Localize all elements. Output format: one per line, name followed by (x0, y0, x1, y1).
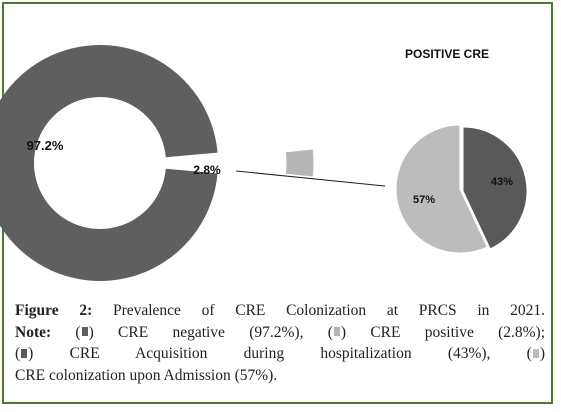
paren: ( (526, 345, 532, 362)
caption-line-3: () CRE Acquisition during hospitalizatio… (15, 343, 545, 365)
donut-slice-positive-group (284, 148, 315, 178)
acquisition-legend-text: CRE Acquisition during hospitalization (… (69, 345, 491, 362)
positive-cre-pie-chart: 43% 57% (395, 124, 528, 254)
donut-label-negative: 97.2% (27, 138, 64, 153)
pie-title: POSITIVE CRE (405, 47, 489, 61)
paren: ) (340, 323, 347, 341)
positive-legend-text: CRE positive (2.8%); (370, 323, 545, 341)
paren: ( (327, 323, 333, 341)
paren: ( (75, 323, 81, 341)
figure-label: Figure 2: (15, 302, 93, 319)
paren: ) (539, 345, 546, 362)
note-label: Note: (15, 323, 52, 341)
admission-legend-text: CRE colonization upon Admission (57%). (15, 366, 278, 384)
negative-legend-text: CRE negative (97.2%), (118, 323, 304, 341)
donut-slice-positive (284, 148, 315, 178)
paren: ( (15, 345, 21, 362)
caption-line-4: CRE colonization upon Admission (57%). (15, 365, 545, 387)
caption-line-2: Note: () CRE negative (97.2%), () CRE po… (15, 322, 545, 344)
connector-line (235, 170, 386, 187)
caption-line-1: Figure 2: Prevalence of CRE Colonization… (15, 300, 545, 322)
paren: ) (88, 323, 94, 341)
negative-legend-swatch (81, 327, 88, 337)
donut-chart: 97.2% 2.8% (0, 45, 315, 281)
pie-slice-admission (395, 124, 488, 254)
admission-legend-swatch (532, 348, 539, 358)
acquisition-legend-swatch (21, 348, 28, 358)
pie-slice-acquisition (462, 126, 528, 250)
figure-title: Prevalence of CRE Colonization at PRCS i… (92, 302, 545, 319)
positive-legend-swatch (333, 327, 340, 337)
pie-label-admission: 57% (413, 194, 435, 206)
paren: ) (28, 345, 34, 362)
pie-label-acquisition: 43% (491, 176, 513, 188)
donut-label-positive: 2.8% (193, 163, 221, 177)
figure-charts: 97.2% 2.8% 43% 57% POSITIVE CRE (0, 45, 528, 281)
donut-slice-negative (0, 45, 218, 281)
figure-caption: Figure 2: Prevalence of CRE Colonization… (15, 300, 545, 386)
